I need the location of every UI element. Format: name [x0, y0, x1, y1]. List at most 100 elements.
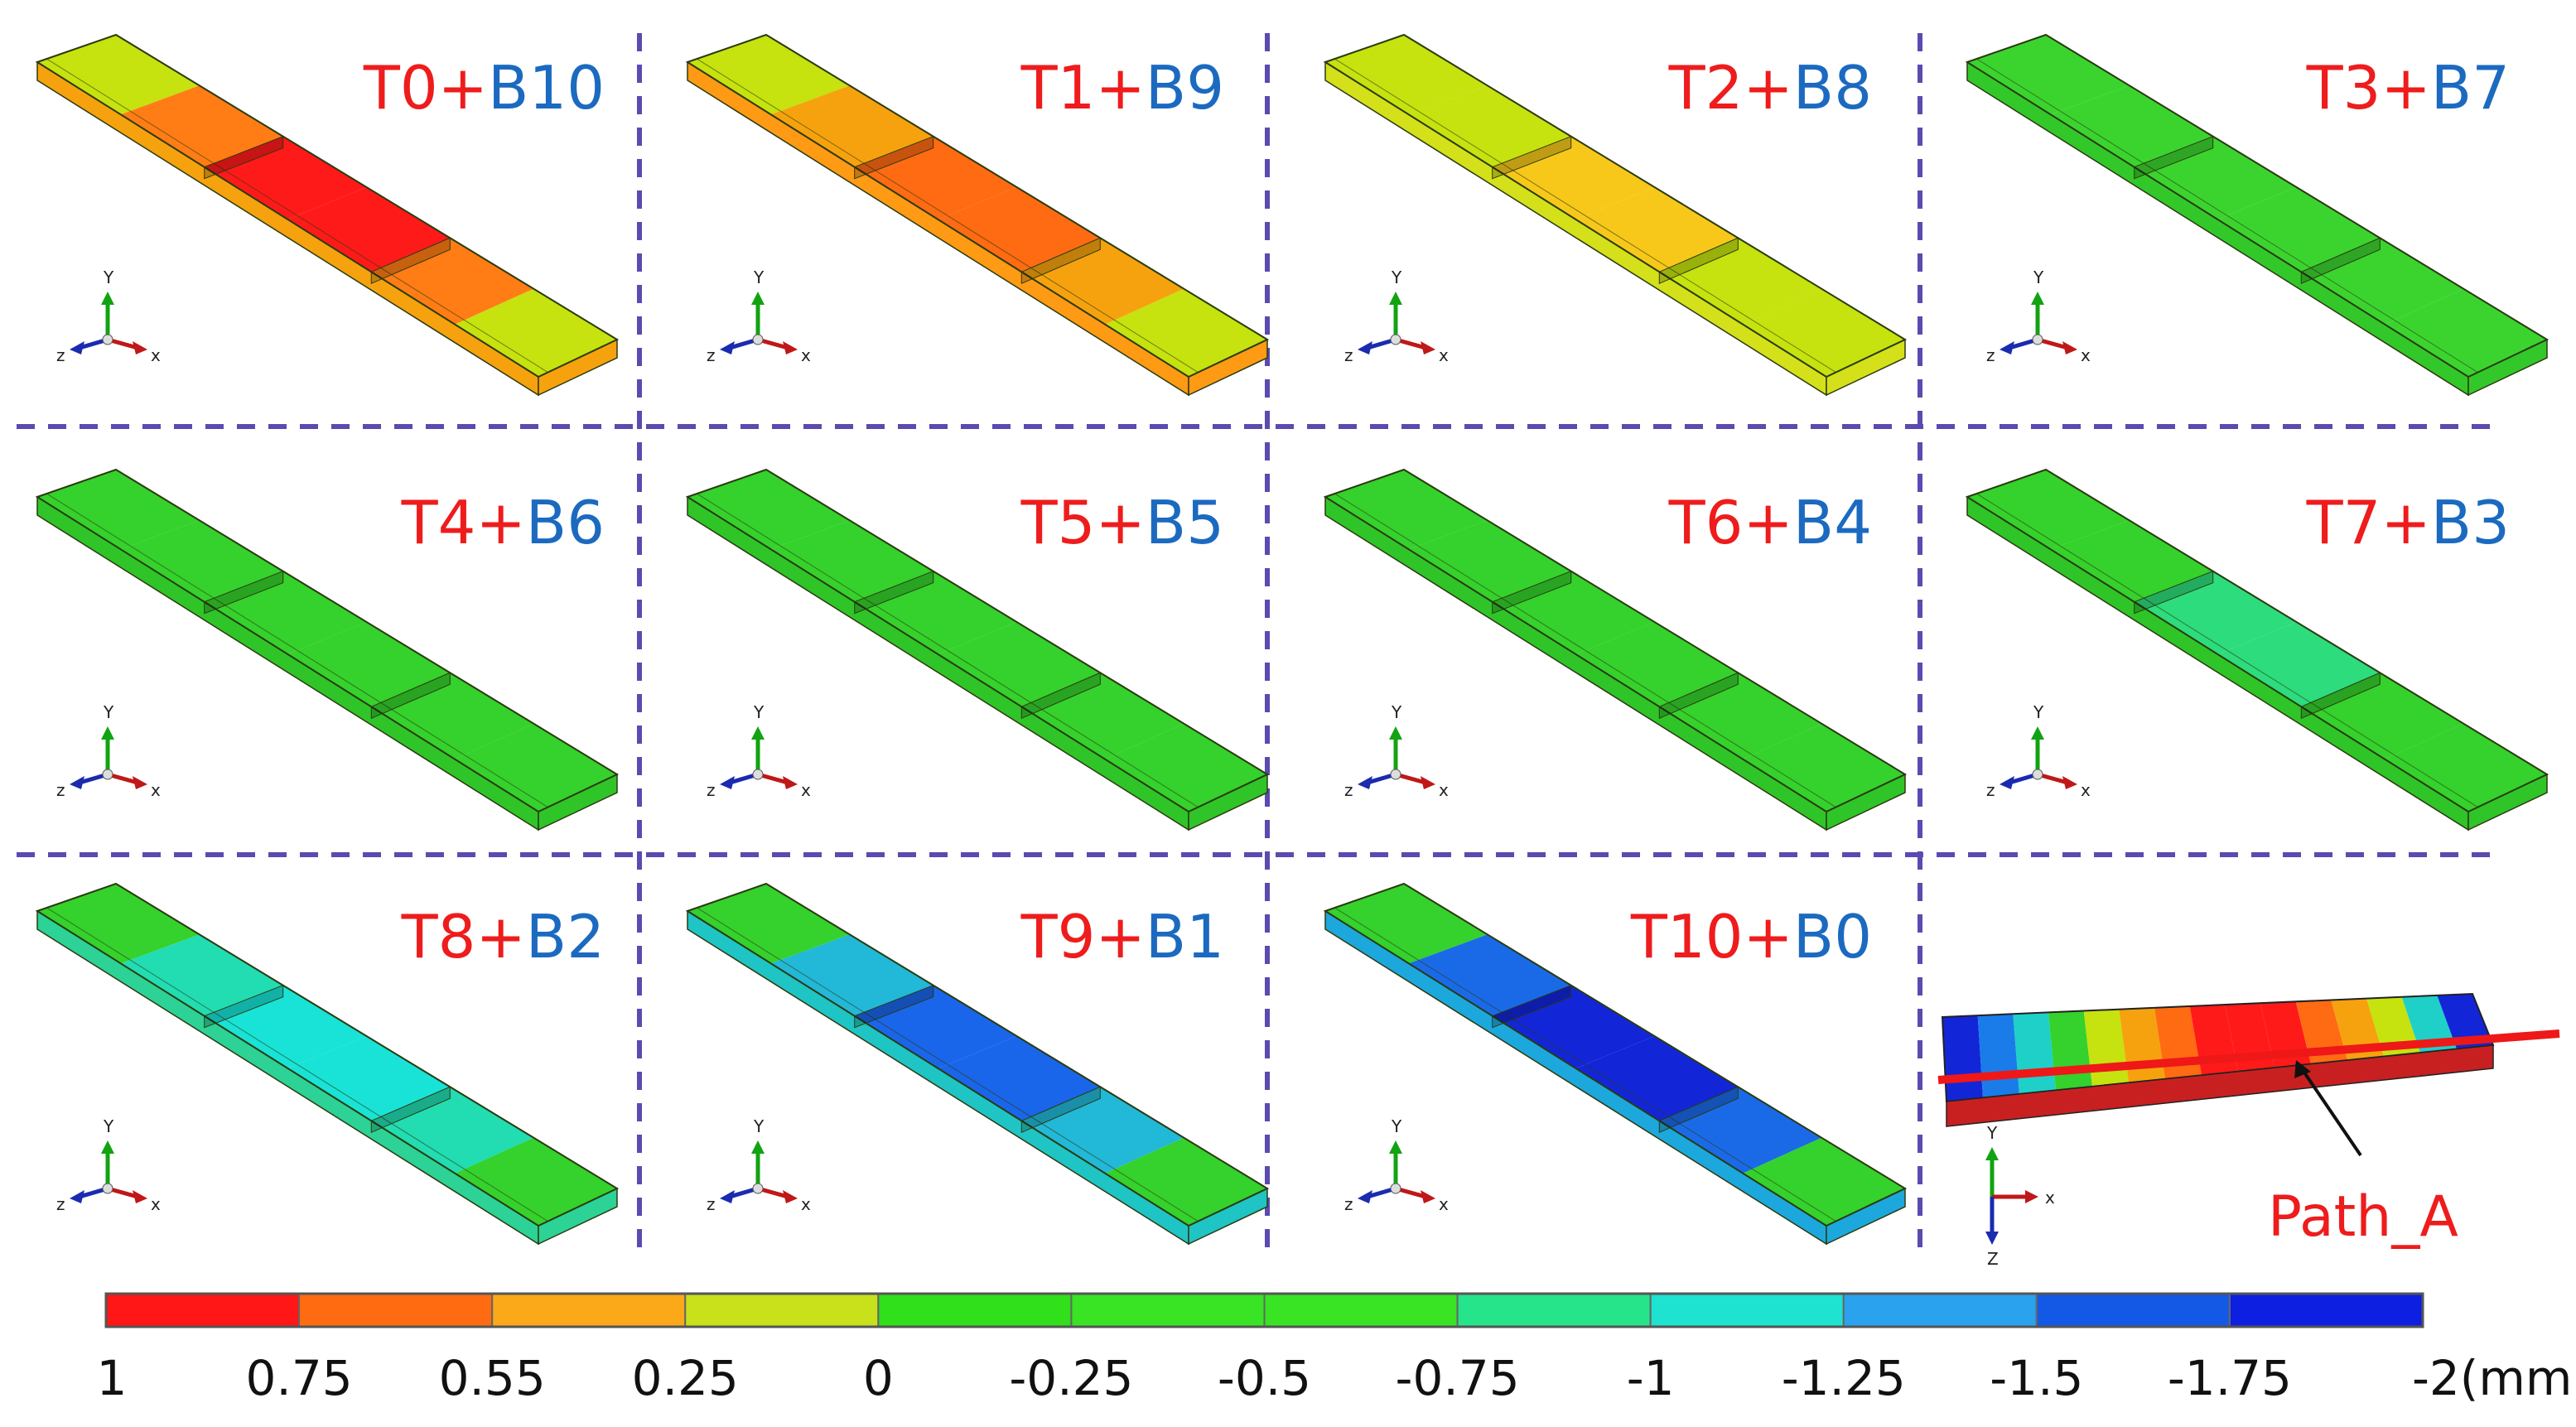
beam-partition [204, 570, 284, 615]
beam-inner-rim [1976, 58, 2478, 374]
colorbar-frame [104, 1292, 2424, 1328]
y-axis-arrowhead [751, 1140, 765, 1154]
beam-top-band [854, 571, 1017, 654]
x-axis-arrowhead [2025, 1190, 2038, 1203]
beam-inner-rim [697, 493, 1199, 808]
beam-panel: Yx z [685, 468, 1270, 832]
panel-label: T7+B3 [2307, 493, 2510, 552]
panel-label: T8+B2 [402, 907, 605, 967]
x-axis-label: x [801, 1194, 811, 1214]
beam-inner-rim [46, 907, 548, 1222]
top-load-label: T9 [1020, 902, 1096, 971]
bottom-load-label: B10 [487, 53, 605, 123]
beam-inner-rim [1976, 493, 2478, 808]
path-model-band [2013, 1012, 2056, 1094]
bottom-load-label: B9 [1145, 53, 1224, 123]
x-axis-arrowhead [2062, 341, 2077, 354]
bottom-load-label: B7 [2430, 53, 2510, 123]
y-axis-label: Y [1391, 702, 1402, 722]
plus-sign: + [1095, 488, 1146, 557]
x-axis-arrowhead [2062, 776, 2077, 789]
beam-top-band [2217, 622, 2381, 707]
z-axis-label: z [1344, 345, 1353, 365]
beam-top-band [371, 238, 534, 325]
beam-top-band [1967, 35, 2130, 115]
x-axis-label: x [151, 1194, 161, 1214]
z-axis-arrowhead [720, 341, 735, 354]
x-axis-label: x [801, 780, 811, 800]
bottom-load-label: B1 [1145, 902, 1224, 971]
plus-sign: + [1743, 902, 1793, 971]
colorbar-segment [1842, 1293, 2038, 1328]
y-axis-arrowhead [1389, 1140, 1402, 1154]
beam-top-band [1575, 187, 1739, 272]
beam-partition [1020, 672, 1101, 720]
x-axis-label: x [151, 345, 161, 365]
beam-top-band [2301, 238, 2464, 325]
beam-panel: Yx z [35, 468, 620, 832]
beam-panel: Yx z [685, 33, 1270, 397]
top-load-label: T3 [2306, 53, 2381, 123]
axis-origin [2032, 769, 2043, 780]
plus-sign: + [2381, 488, 2431, 557]
colorbar-segment [105, 1293, 301, 1328]
beam-top-band [37, 884, 200, 964]
z-axis-label: z [707, 780, 716, 800]
panel-grid-lines [17, 33, 2493, 1259]
z-axis-arrowhead [70, 776, 84, 789]
beam-partition [204, 984, 284, 1029]
beam-top-band [2301, 673, 2464, 759]
x-axis-arrowhead [1421, 1190, 1435, 1203]
axis-origin [752, 334, 764, 345]
beam-inner-rim [1334, 493, 1836, 808]
beam-top-band [37, 470, 200, 550]
beam-partition [370, 672, 451, 720]
colorbar-tick-label: -2(mm) [2411, 1350, 2576, 1406]
y-axis-label: Y [2033, 268, 2044, 287]
y-axis-label: Y [1391, 1116, 1402, 1136]
path-a-line [1937, 1029, 2560, 1084]
axis-origin [1390, 334, 1401, 345]
beam-partition [854, 135, 934, 180]
y-axis-label: Y [103, 1116, 114, 1136]
bottom-load-label: B8 [1792, 53, 1872, 123]
beam-top-band [770, 520, 933, 602]
beam-partition [2300, 672, 2381, 720]
z-axis-label: z [707, 345, 716, 365]
x-axis-label: x [1439, 345, 1449, 365]
bottom-load-label: B0 [1792, 902, 1872, 971]
beam-inner-rim [697, 907, 1199, 1222]
beam-top-band [120, 85, 283, 167]
beam-top-band [1021, 238, 1184, 325]
y-axis-label: Y [1986, 1123, 1998, 1143]
beam-panel: Yx z [685, 882, 1270, 1246]
beam-partition [2134, 570, 2214, 615]
y-axis-arrowhead [751, 726, 765, 740]
beam-top-band [1492, 571, 1655, 654]
x-axis-arrowhead [1421, 776, 1435, 789]
z-axis-arrowhead [1985, 1232, 1999, 1245]
y-axis-arrowhead [2031, 292, 2044, 305]
beam-top-band [287, 187, 451, 272]
bottom-load-label: B5 [1145, 488, 1224, 557]
plus-sign: + [2381, 53, 2431, 123]
beam-inner-rim [1334, 907, 1836, 1222]
top-load-label: T8 [401, 902, 476, 971]
plus-sign: + [437, 53, 488, 123]
beam-top-band [938, 622, 1101, 707]
beam-top-band [1743, 288, 1905, 377]
z-axis-arrowhead [70, 341, 84, 354]
z-axis-arrowhead [70, 1190, 84, 1203]
z-axis-label: z [1344, 780, 1353, 800]
axis-origin [102, 769, 113, 780]
x-axis-label: x [801, 345, 811, 365]
x-axis-label: x [2081, 780, 2091, 800]
colorbar-segment [877, 1293, 1073, 1328]
y-axis-arrowhead [1985, 1147, 1999, 1160]
beam-partition [1658, 237, 1739, 285]
path-a-label: Path_A [2268, 1184, 2458, 1250]
colorbar-tick-label: 0.25 [631, 1350, 739, 1406]
colorbar-tick-label: 0.75 [245, 1350, 353, 1406]
beam-top-band [120, 934, 283, 1016]
z-axis-arrowhead [720, 1190, 735, 1203]
